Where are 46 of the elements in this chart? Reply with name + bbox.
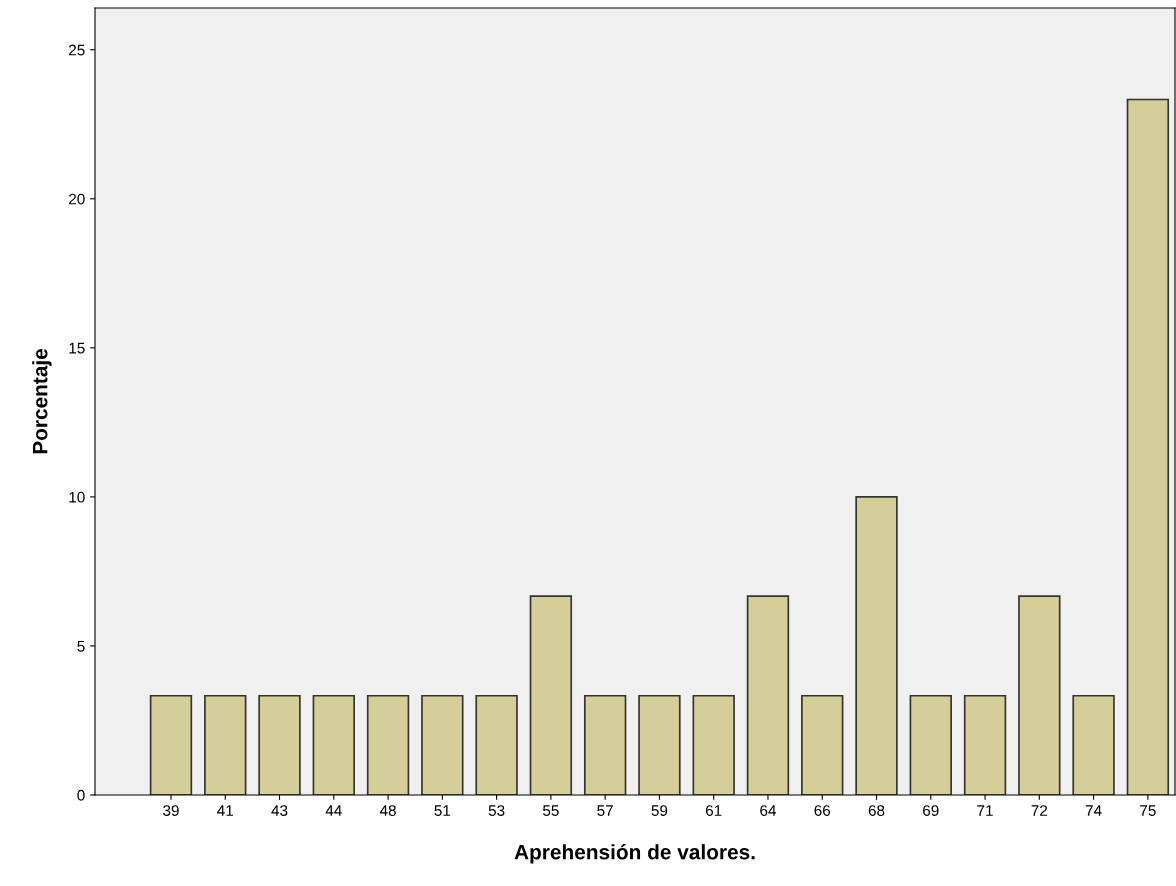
- y-tick-label: 20: [69, 193, 85, 205]
- x-tick-label: 64: [760, 805, 777, 816]
- x-tick-label: 59: [651, 805, 668, 816]
- x-tick-label: 48: [379, 805, 396, 816]
- bar: [909, 694, 952, 795]
- y-tick-label: 5: [77, 640, 85, 652]
- bar: [692, 694, 735, 795]
- bar: [1072, 694, 1115, 795]
- x-tick-label: 72: [1031, 805, 1048, 816]
- bar: [1018, 595, 1061, 795]
- x-tick-label: 55: [542, 805, 559, 816]
- x-axis-title: Aprehensión de valores.: [514, 843, 755, 864]
- bar: [258, 694, 301, 795]
- bar: [529, 595, 573, 795]
- x-tick-label: 39: [163, 805, 179, 816]
- x-tick-label: 53: [488, 805, 505, 816]
- y-axis-title: Porcentaje: [32, 348, 52, 454]
- bar: [855, 496, 898, 795]
- x-tick-label: 51: [434, 805, 451, 816]
- x-tick-label: 68: [868, 805, 885, 816]
- bar: [1126, 98, 1170, 795]
- x-tick-label: 57: [597, 805, 613, 816]
- bar: [149, 694, 193, 795]
- bar: [421, 694, 464, 795]
- x-tick-label: 41: [217, 805, 233, 816]
- bar: [204, 694, 247, 795]
- bar: [801, 694, 844, 795]
- y-tick-label: 25: [69, 44, 85, 56]
- bar: [583, 694, 627, 795]
- bar: [638, 694, 681, 795]
- x-tick-label: 61: [705, 805, 722, 816]
- y-tick-label: 15: [69, 342, 85, 354]
- x-tick-label: 74: [1085, 805, 1102, 816]
- y-tick-label: 10: [69, 491, 85, 503]
- x-tick-label: 44: [325, 805, 342, 816]
- y-tick-label: 0: [77, 789, 85, 801]
- x-tick-label: 71: [977, 805, 993, 816]
- bar: [475, 694, 518, 795]
- bar: [746, 595, 790, 795]
- bar: [312, 694, 355, 795]
- x-tick-label: 43: [271, 805, 288, 816]
- bar: [963, 694, 1007, 795]
- x-tick-label: 66: [814, 805, 831, 816]
- bar: [366, 694, 410, 795]
- x-tick-label: 75: [1140, 805, 1156, 816]
- x-tick-label: 69: [923, 805, 939, 816]
